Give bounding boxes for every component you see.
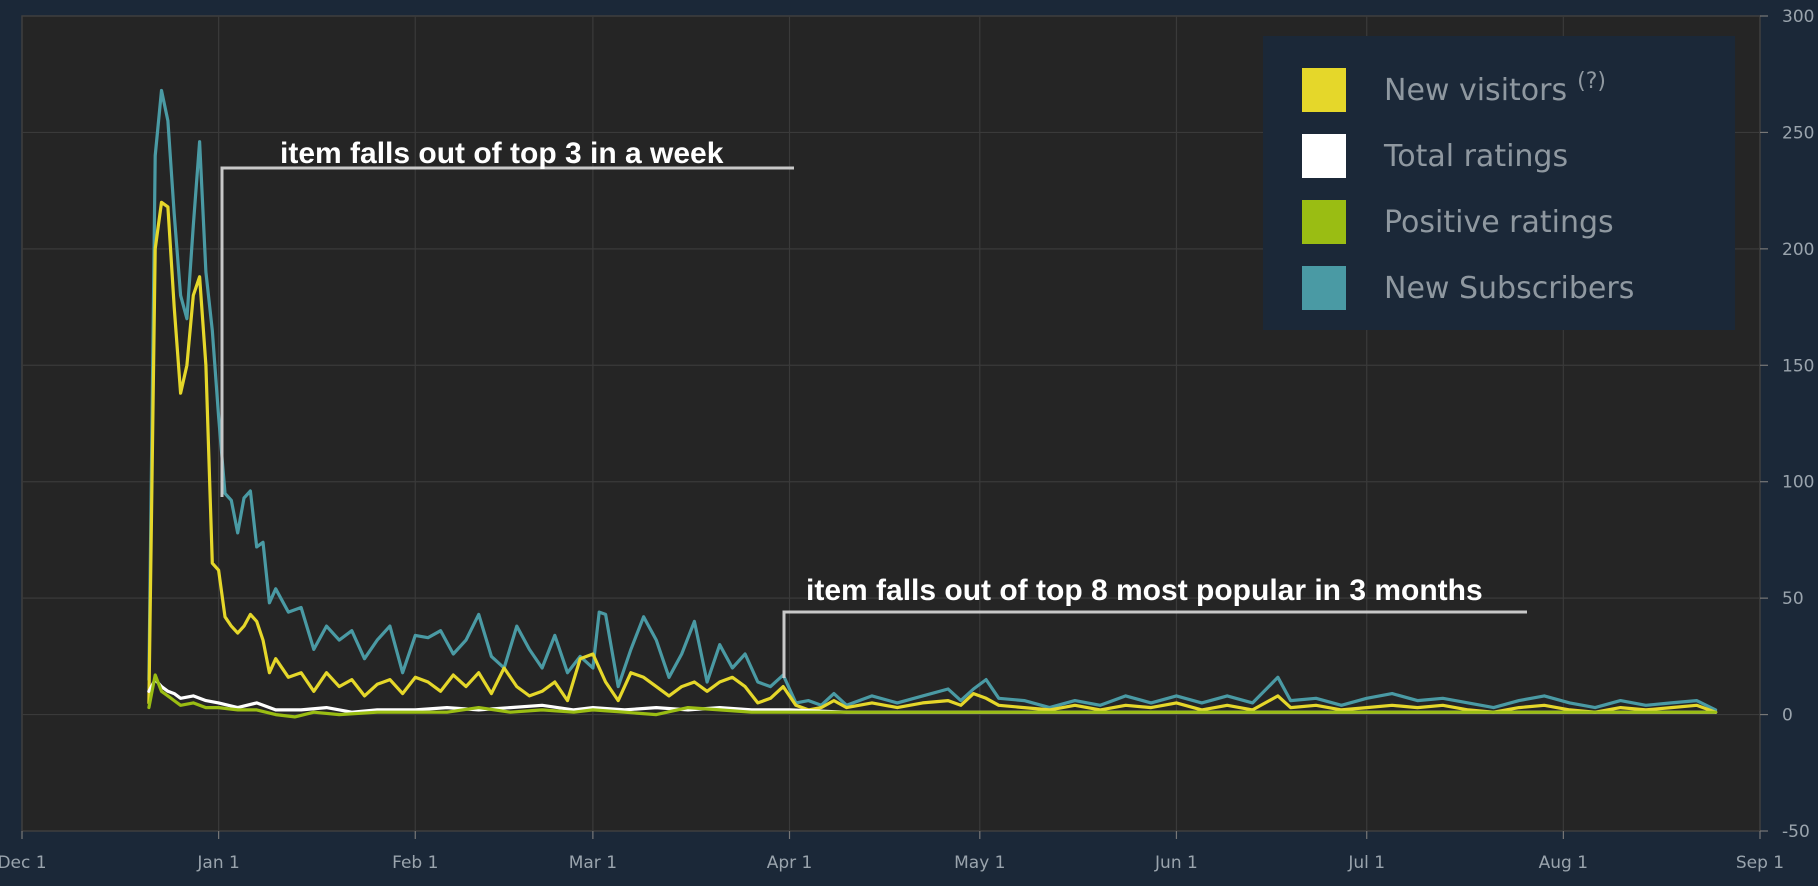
x-tick-label: Aug 1 — [1539, 853, 1588, 873]
x-axis: Dec 1 Jan 1 Feb 1 Mar 1 Apr 1 May 1 Jun 1 Jul 1… — [0, 831, 1784, 873]
x-tick-label: Jun 1 — [1154, 853, 1198, 873]
legend-swatch-new-subscribers — [1302, 266, 1346, 310]
y-tick-label: 300 — [1782, 7, 1814, 27]
y-tick-label: 0 — [1782, 706, 1793, 726]
legend-label-total-ratings: Total ratings — [1383, 139, 1568, 174]
legend-label-new-visitors: New visitors — [1384, 73, 1567, 108]
annotation-top8: item falls out of top 8 most popular in … — [782, 574, 1527, 678]
x-tick-label: Sep 1 — [1736, 853, 1784, 873]
series-line-positive-ratings — [147, 673, 1718, 719]
legend-swatch-total-ratings — [1302, 134, 1346, 178]
plot-lines — [147, 88, 1718, 719]
x-tick-label: Apr 1 — [767, 853, 813, 873]
legend-item-positive-ratings[interactable]: Positive ratings — [1302, 200, 1614, 244]
series-line-new-subscribers — [147, 88, 1718, 712]
annotation-top3-bracket — [220, 166, 794, 497]
legend-swatch-positive-ratings — [1302, 200, 1346, 244]
x-tick-label: Dec 1 — [0, 853, 47, 873]
svg-text:New visitors(?): New visitors (?) — [1384, 69, 1606, 108]
annotation-top8-bracket — [782, 610, 1527, 678]
legend: New visitors (?) Total ratings Positive r… — [1263, 36, 1735, 330]
series-line-new-visitors — [147, 200, 1718, 714]
x-tick-label: Jul 1 — [1347, 853, 1385, 873]
y-tick-label: 50 — [1782, 589, 1804, 609]
x-tick-label: Feb 1 — [392, 853, 438, 873]
x-tick-label: Jan 1 — [196, 853, 239, 873]
y-tick-label: 100 — [1782, 473, 1814, 493]
annotation-top8-text: item falls out of top 8 most popular in … — [806, 574, 1483, 607]
x-tick-label: Mar 1 — [569, 853, 617, 873]
legend-label-positive-ratings: Positive ratings — [1384, 205, 1614, 240]
annotation-top3: item falls out of top 3 in a week — [220, 137, 794, 497]
y-tick-label: 250 — [1782, 123, 1814, 143]
help-icon[interactable]: (?) — [1577, 69, 1606, 94]
y-tick-label: -50 — [1782, 822, 1810, 842]
y-tick-label: 200 — [1782, 240, 1814, 260]
legend-item-new-visitors[interactable]: New visitors (?) — [1302, 68, 1606, 112]
legend-item-new-subscribers[interactable]: New Subscribers — [1302, 266, 1634, 310]
legend-swatch-new-visitors — [1302, 68, 1346, 112]
y-axis: -50 0 50 100 150 200 250 300 — [1760, 7, 1814, 842]
annotation-top3-text: item falls out of top 3 in a week — [280, 137, 724, 170]
x-tick-label: May 1 — [954, 853, 1005, 873]
legend-item-total-ratings[interactable]: Total ratings — [1302, 134, 1568, 178]
legend-label-new-subscribers: New Subscribers — [1384, 271, 1634, 306]
y-tick-label: 150 — [1782, 356, 1814, 376]
